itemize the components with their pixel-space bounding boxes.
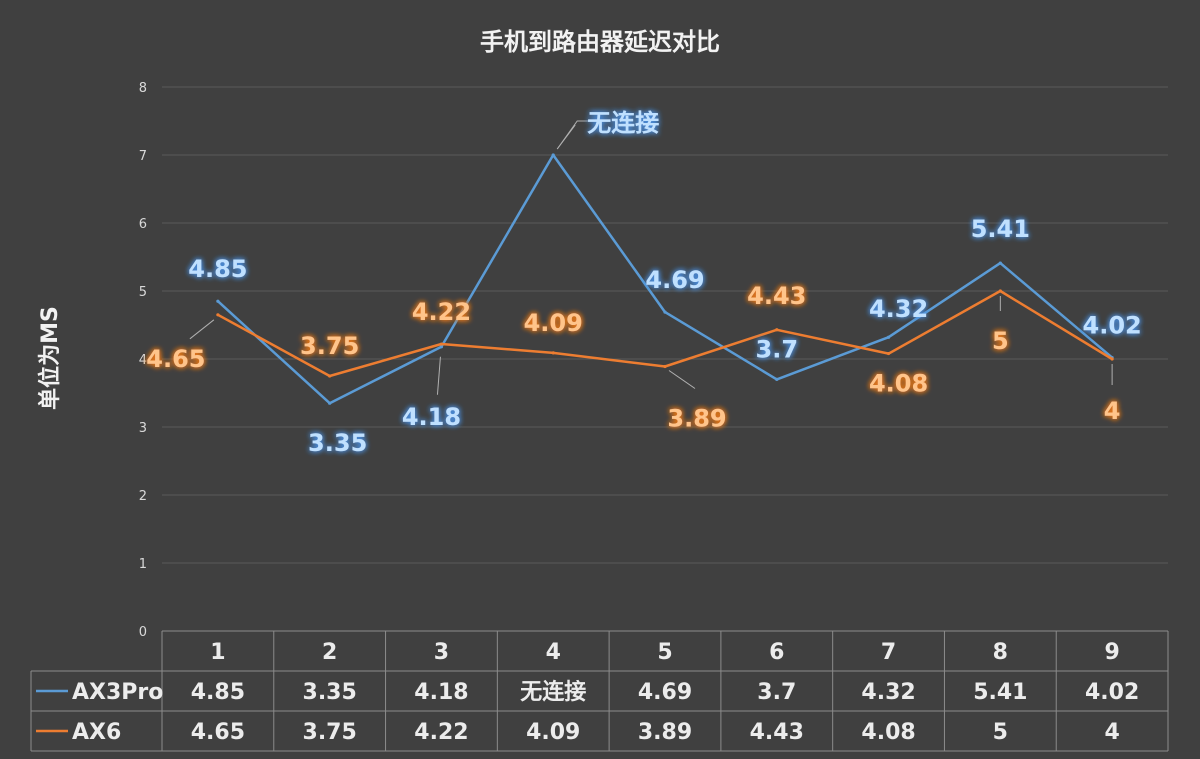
table-cell: 4.09	[526, 720, 580, 745]
data-label-ax3pro: 4.69	[645, 266, 704, 294]
data-point	[551, 351, 555, 355]
table-cell: 3.35	[303, 680, 357, 705]
data-label-layer: 4.85 3.35 4.18 无连接 4.69 3.7 4.32 5.41 4.02 4.65 3.…	[146, 109, 1141, 457]
y-tick-label: 8	[139, 81, 147, 96]
table-cell: 4.18	[414, 680, 468, 705]
data-point	[1110, 357, 1114, 361]
data-label-ax3pro: 无连接	[587, 109, 659, 137]
y-tick-label: 6	[139, 217, 147, 232]
label-leader	[556, 120, 590, 150]
y-tick-label: 2	[139, 489, 147, 504]
x-tick-label: 3	[434, 640, 449, 665]
data-point	[998, 289, 1002, 293]
data-label-ax3pro: 4.18	[402, 403, 461, 431]
data-point	[439, 342, 444, 346]
data-label-ax6: 4.22	[412, 298, 471, 326]
y-tick-label: 3	[139, 421, 147, 436]
data-label-ax6: 3.89	[667, 404, 726, 432]
x-tick-label: 7	[881, 640, 896, 665]
table-cell: 4.32	[861, 680, 915, 705]
y-tick-label: 1	[139, 557, 147, 572]
data-label-ax3pro: 4.02	[1083, 312, 1142, 340]
x-tick-label: 5	[657, 640, 672, 665]
table-cell: 3.75	[303, 720, 357, 745]
data-point	[216, 313, 220, 317]
x-tick-label: 2	[322, 640, 337, 665]
label-leader	[668, 370, 696, 389]
data-label-ax3pro: 3.7	[756, 335, 799, 363]
data-point	[775, 328, 779, 332]
table-cell: 3.7	[757, 680, 796, 705]
table-cell: 4.08	[861, 720, 915, 745]
legend-label: AX3Pro	[72, 680, 163, 705]
table-cell: 4.69	[638, 680, 692, 705]
data-point	[663, 364, 667, 369]
data-point	[439, 345, 444, 349]
data-point	[886, 335, 891, 339]
table-cell: 无连接	[520, 679, 586, 705]
y-tick-layer: 0 1 2 3 4 5 6 7 8	[139, 81, 147, 640]
y-axis-label: 单位为MS	[37, 306, 63, 410]
table-cell: 4.85	[191, 680, 245, 705]
table-cell: 5	[993, 720, 1008, 745]
legend-label: AX6	[72, 720, 121, 745]
x-tick-label: 6	[769, 640, 784, 665]
x-tick-label: 4	[546, 640, 561, 665]
data-point	[886, 351, 891, 356]
data-point	[551, 153, 555, 157]
table-cell: 4	[1104, 720, 1119, 745]
data-label-ax6: 4.08	[869, 370, 928, 398]
grid-layer	[162, 86, 1168, 564]
x-tick-label: 9	[1104, 640, 1119, 665]
series-layer	[216, 153, 1114, 405]
data-label-ax6: 5	[992, 327, 1009, 355]
x-tick-label: 1	[210, 640, 225, 665]
data-label-ax6: 4	[1104, 397, 1121, 425]
data-label-ax6: 4.43	[747, 282, 806, 310]
data-point	[775, 377, 779, 381]
table-cell: 4.43	[750, 720, 804, 745]
data-point	[216, 299, 220, 303]
data-label-ax3pro: 3.35	[308, 429, 367, 457]
data-label-ax6: 3.75	[300, 332, 359, 360]
table-cell: 5.41	[973, 680, 1027, 705]
data-point	[663, 310, 667, 314]
data-label-ax3pro: 5.41	[971, 215, 1030, 243]
leader-layer	[189, 120, 1113, 395]
y-tick-label: 7	[139, 149, 147, 164]
y-tick-label: 5	[139, 285, 147, 300]
data-point	[328, 401, 332, 405]
table-cell: 4.02	[1085, 680, 1139, 705]
y-tick-label: 0	[139, 625, 147, 640]
data-table: 1 2 3 4 5 6 7 8 9 AX3Pro 4.85 3.35 4.18 无连接 4.69 3.7 4.3…	[30, 630, 1169, 752]
y-tick-label: 4	[139, 353, 147, 368]
label-leader	[436, 356, 441, 395]
label-leader	[189, 319, 215, 340]
chart-title: 手机到路由器延迟对比	[480, 28, 720, 56]
data-point	[998, 261, 1002, 265]
data-label-ax3pro: 4.32	[869, 295, 928, 323]
table-cell: 4.65	[191, 720, 245, 745]
data-label-ax3pro: 4.85	[188, 255, 247, 283]
data-label-ax6: 4.65	[146, 345, 205, 373]
data-point	[328, 374, 332, 378]
table-cell: 4.22	[414, 720, 468, 745]
x-tick-label: 8	[993, 640, 1008, 665]
table-cell: 3.89	[638, 720, 692, 745]
data-label-ax6: 4.09	[524, 309, 583, 337]
